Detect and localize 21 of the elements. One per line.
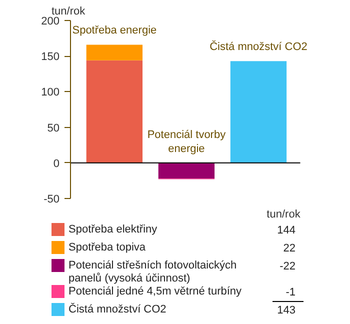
text: 144 [277, 224, 296, 236]
legend-label: Spotřeba elektřiny [68, 224, 158, 236]
text: 22 [283, 242, 296, 254]
annotation: Potenciál tvorby energie [147, 128, 226, 155]
y-tick-label: 150 [41, 51, 60, 64]
y-tick-label: -50 [44, 194, 60, 206]
annotation: Spotřeba energie [72, 24, 157, 37]
y-tick-label: 100 [41, 86, 60, 99]
legend-label: Spotřeba topiva [68, 242, 146, 254]
annotation: Čistá množství CO2 [210, 40, 308, 54]
text: 143 [277, 304, 296, 316]
y-tick-label: 200 [41, 16, 60, 28]
text: -1 [286, 286, 296, 298]
legend-label: Potenciál jedné 4,5m větrné turbíny [68, 286, 242, 298]
y-tick-label: 50 [47, 122, 60, 134]
y-tick-label: 0 [53, 158, 60, 170]
text: tun/rok [266, 208, 301, 220]
y-axis-title: tun/rok [52, 6, 86, 18]
legend-label: Potenciál střešních fotovoltaických panelů (vysoká účinnost) [68, 260, 237, 284]
text: -22 [280, 260, 296, 272]
legend-label: Čistá množství CO2 [68, 302, 166, 316]
